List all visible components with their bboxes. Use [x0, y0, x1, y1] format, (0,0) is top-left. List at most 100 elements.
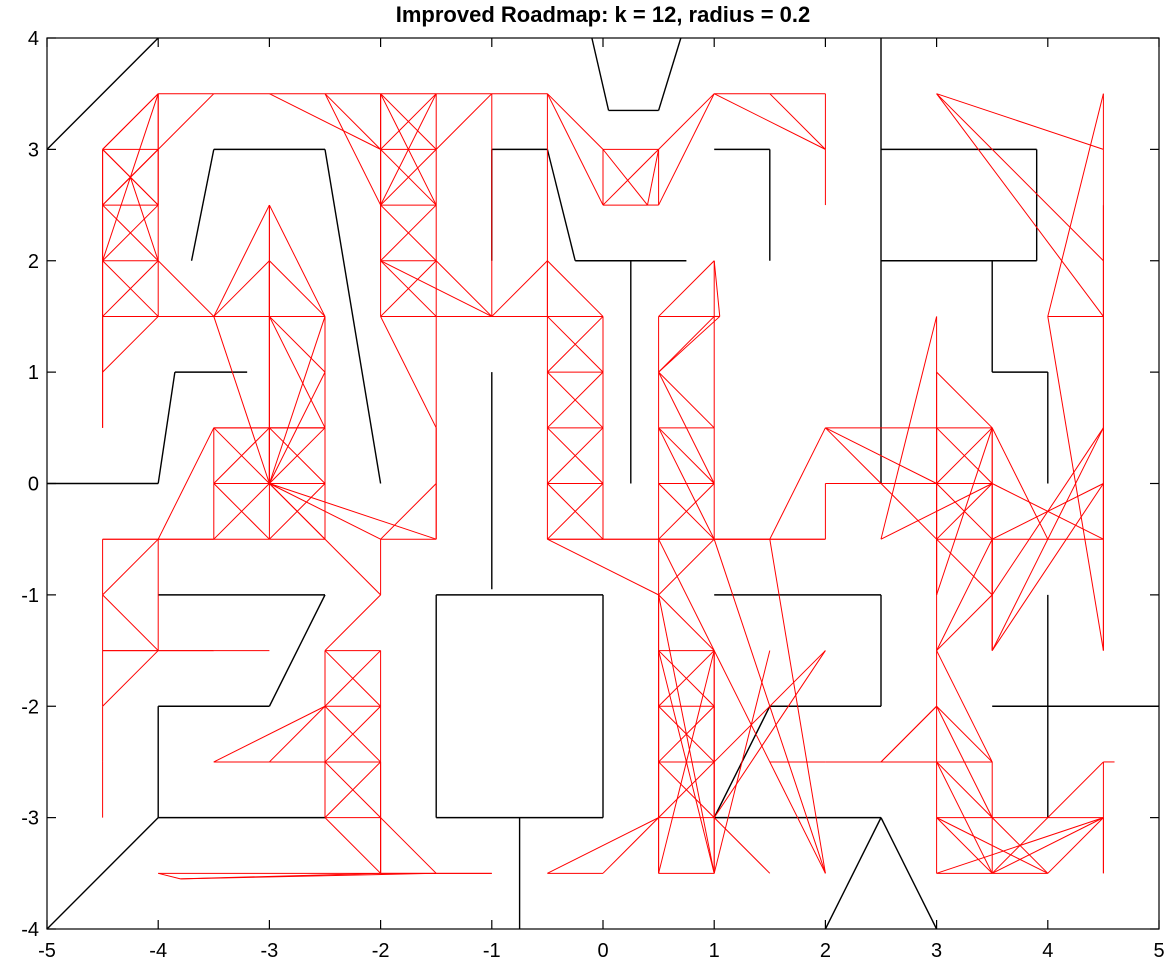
roadmap-edge-312 [936, 483, 993, 540]
roadmap-edge-43 [324, 93, 381, 150]
roadmap-edge-64 [269, 260, 326, 317]
roadmap-edge-360 [936, 705, 993, 763]
x-tick-label: -5 [38, 940, 56, 962]
x-tick-label: 0 [597, 940, 608, 962]
roadmap-edge-122 [602, 149, 659, 206]
roadmap-edge-28 [130, 149, 159, 178]
roadmap-edge-88 [435, 260, 493, 317]
roadmap-edge-377 [936, 817, 1049, 874]
roadmap-edge-364 [936, 538, 993, 651]
roadmap-edge-205 [157, 427, 215, 540]
roadmap-edge-132 [769, 93, 826, 150]
roadmap-edge-41 [157, 93, 215, 150]
roadmap-edge-113 [547, 316, 604, 373]
roadmap-edge-202 [102, 650, 159, 707]
roadmap-edge-44 [324, 93, 382, 206]
x-axis: -5 -4 -3 -2 -1 0 1 2 3 4 5 [38, 38, 1165, 962]
obstacle-wall-21 [546, 149, 576, 261]
chart-title: Improved Roadmap: k = 12, radius = 0.2 [396, 2, 811, 27]
roadmap-edge-288 [658, 538, 826, 874]
roadmap-edge-61 [213, 204, 270, 317]
roadmap-edge-316 [825, 427, 937, 484]
roadmap-edge-32 [129, 177, 159, 261]
roadmap-edge-373 [991, 817, 1104, 874]
roadmap-edge-116 [547, 483, 604, 540]
x-tick-label: 2 [820, 940, 831, 962]
roadmap-edge-197 [102, 594, 159, 651]
roadmap-edge-20 [102, 316, 159, 373]
roadmap-edge-192 [102, 538, 159, 596]
roadmap-edge-115 [547, 427, 604, 484]
y-tick-label: -3 [21, 808, 39, 830]
roadmap-edge-307 [936, 371, 993, 429]
roadmap-edge-277 [713, 650, 826, 818]
roadmap-edge-284 [713, 539, 826, 874]
roadmap-edge-283 [769, 427, 826, 540]
roadmap-edge-56 [547, 93, 604, 150]
roadmap-edge-340 [936, 93, 1104, 150]
roadmap-edge-210 [380, 483, 437, 540]
y-tick-label: -1 [21, 585, 39, 607]
roadmap-edge-173 [269, 427, 326, 484]
roadmap-edge-263 [658, 594, 715, 651]
x-tick-label: 4 [1042, 940, 1053, 962]
roadmap-edge-69 [268, 316, 326, 429]
obstacle-wall-35 [880, 817, 938, 930]
roadmap-edge-248 [602, 817, 659, 874]
y-tick-label: 2 [28, 251, 39, 273]
roadmap-edge-342 [936, 93, 1104, 262]
obstacle-wall-1 [46, 817, 159, 930]
roadmap-edge-368 [1047, 817, 1104, 874]
roadmap-edge-34 [102, 93, 159, 150]
roadmap-edge-187 [269, 483, 381, 596]
roadmap-edge-183 [268, 316, 326, 484]
roadmap-edge-274 [658, 594, 715, 874]
y-tick-label: -2 [21, 696, 39, 718]
roadmap-edge-140 [658, 316, 715, 373]
roadmap-edge-362 [936, 761, 993, 874]
roadmap-edge-318 [825, 427, 937, 540]
roadmap-edge-237 [158, 872, 181, 880]
roadmap-edge-62 [268, 204, 326, 317]
roadmap-edge-278 [713, 817, 771, 874]
roadmap-edge-322 [991, 483, 1104, 651]
roadmap-edge-319 [991, 538, 1049, 651]
roadmap-edge-235 [324, 817, 381, 874]
y-tick-label: 0 [28, 474, 39, 496]
roadmap-edge-266 [658, 650, 715, 707]
y-axis: -4 -3 -2 -1 0 1 2 3 4 [21, 28, 1159, 941]
roadmap-edge-147 [658, 371, 715, 429]
roadmap-edge-365 [936, 594, 993, 651]
roadmap-edge-341 [936, 93, 1104, 317]
roadmap-edge-58 [213, 260, 270, 317]
obstacle-wall-6 [190, 149, 215, 261]
roadmap-edge-156 [658, 260, 715, 317]
roadmap-edge-280 [769, 539, 826, 874]
roadmap-edge-290 [547, 538, 659, 596]
roadmap-edge-154 [658, 483, 715, 540]
roadmap-edge-126 [658, 93, 715, 150]
roadmap-edge-228 [324, 761, 381, 818]
roadmap-edge-355 [936, 650, 993, 763]
roadmap-edge-133 [713, 93, 826, 150]
y-tick-label: 3 [28, 139, 39, 161]
roadmap-edge-137 [713, 260, 721, 317]
roadmap-edge-17 [102, 260, 159, 317]
roadmap-edge-171 [213, 427, 270, 484]
x-tick-label: -4 [149, 940, 167, 962]
roadmap-edge-363 [936, 817, 993, 874]
roadmap-edge-148 [658, 427, 715, 484]
roadmap-edge-379 [991, 761, 1104, 874]
roadmap-edge-114 [547, 371, 604, 429]
obstacle-wall-24 [591, 37, 610, 111]
roadmap-edge-338 [1047, 93, 1104, 317]
roadmap-edge-78 [380, 149, 437, 206]
roadmap-edge-240 [180, 872, 437, 880]
roadmap-graph [102, 93, 1115, 880]
x-tick-label: 1 [709, 940, 720, 962]
roadmap-edge-273 [713, 650, 771, 874]
roadmap-edge-93 [491, 260, 548, 317]
roadmap-edge-188 [269, 483, 437, 540]
roadmap-edge-12 [102, 204, 159, 262]
